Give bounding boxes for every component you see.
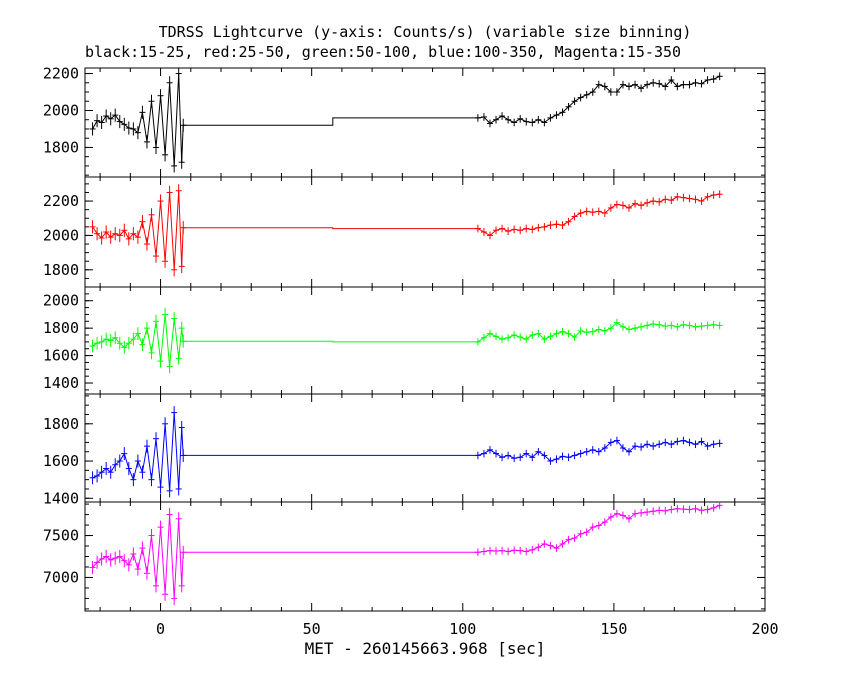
series-line <box>92 190 720 270</box>
chart-title: TDRSS Lightcurve (y-axis: Counts/s) (var… <box>159 23 692 41</box>
series-black <box>89 68 723 173</box>
y-tick-label: 1400 <box>43 489 79 507</box>
y-tick-label: 2000 <box>43 292 79 310</box>
series-line <box>92 412 720 491</box>
series-green <box>89 308 723 373</box>
y-tick-label: 2000 <box>43 226 79 244</box>
panel-green: 1400 1600 1800 2000 <box>43 286 766 395</box>
series-line <box>92 314 720 367</box>
panel-frame <box>84 176 766 288</box>
panel-frame <box>84 286 766 395</box>
x-axis-label: MET - 260145663.968 [sec] <box>305 639 546 658</box>
series-line <box>92 504 720 599</box>
panel-black: 1800 2000 2200 <box>43 65 766 178</box>
x-tick-labels: 0 50 100 150 200 <box>156 620 779 638</box>
x-tick-label: 150 <box>600 620 627 638</box>
y-tick-label: 1800 <box>43 319 79 337</box>
x-tick-label: 100 <box>449 620 476 638</box>
y-tick-label: 1600 <box>43 347 79 365</box>
panel-frame <box>84 67 766 178</box>
y-tick-label: 2000 <box>43 101 79 119</box>
chart-subtitle: black:15-25, red:25-50, green:50-100, bl… <box>85 43 681 61</box>
y-tick-label: 7500 <box>43 527 79 545</box>
x-tick-label: 50 <box>303 620 321 638</box>
y-tick-label: 7000 <box>43 568 79 586</box>
y-tick-label: 1800 <box>43 261 79 279</box>
panel-blue: 1400 1600 1800 <box>43 393 766 507</box>
y-tick-label: 2200 <box>43 65 79 83</box>
y-tick-label: 1800 <box>43 415 79 433</box>
y-tick-label: 1800 <box>43 138 79 156</box>
panel-frame <box>84 501 766 612</box>
series-line <box>92 73 720 166</box>
panel-red: 1800 2000 2200 <box>43 176 766 288</box>
x-tick-label: 200 <box>751 620 778 638</box>
series-magenta <box>89 502 723 605</box>
y-tick-label: 1600 <box>43 452 79 470</box>
panel-frame <box>84 393 766 503</box>
y-tick-label: 1400 <box>43 374 79 392</box>
panels-group: 1800 2000 2200 1800 2000 2200 1400 1600 1800 2000… <box>43 65 766 612</box>
y-tick-label: 2200 <box>43 192 79 210</box>
panel-magenta: 7000 7500 <box>43 501 766 612</box>
series-blue <box>89 406 723 498</box>
series-red <box>89 184 723 277</box>
x-tick-label: 0 <box>156 620 165 638</box>
